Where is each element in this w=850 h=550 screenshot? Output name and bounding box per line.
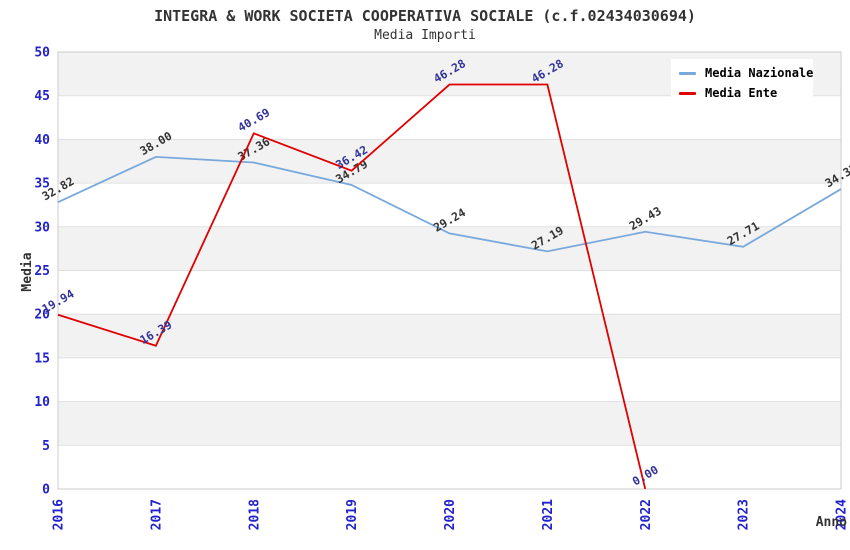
legend: Media Nazionale Media Ente	[671, 59, 813, 107]
series-line-media-nazionale	[57, 155, 842, 253]
y-tick-label: 50	[34, 46, 50, 61]
chart-title: INTEGRA & WORK SOCIETA COOPERATIVA SOCIA…	[154, 7, 696, 25]
chart-subtitle: Media Importi	[374, 28, 476, 43]
legend-label: Media Ente	[705, 86, 778, 100]
y-axis-title: Media	[20, 252, 35, 292]
y-tick-label: 35	[34, 177, 50, 192]
data-label-media-ente: 0.00	[630, 463, 661, 489]
plot-border	[57, 51, 842, 490]
legend-item-media-ente: Media Ente	[679, 86, 805, 100]
x-tick-label: 2018	[247, 499, 262, 530]
grid-band	[58, 401, 841, 446]
media-nazionale-swatch-icon	[679, 71, 696, 75]
x-tick-label: 2020	[443, 499, 458, 530]
y-tick-label: 25	[34, 264, 50, 279]
y-tick-label: 40	[34, 133, 50, 148]
x-tick-label: 2022	[639, 499, 654, 530]
x-tick-label: 2017	[149, 499, 164, 530]
x-axis-title: Anno	[815, 515, 847, 530]
y-tick-label: 15	[34, 351, 50, 366]
x-tick-label: 2023	[737, 499, 752, 530]
y-tick-label: 10	[34, 395, 50, 410]
y-tick-label: 20	[34, 308, 50, 323]
x-tick-label: 2024	[835, 499, 850, 530]
x-tick-label: 2021	[541, 499, 556, 530]
x-tick-label: 2016	[52, 499, 67, 530]
legend-item-media-nazionale: Media Nazionale	[679, 66, 813, 80]
legend-label: Media Nazionale	[705, 66, 814, 80]
data-label-media-ente: 40.69	[235, 105, 272, 134]
y-tick-label: 45	[34, 89, 50, 104]
grid-band	[58, 314, 841, 358]
media-ente-swatch-icon	[679, 91, 696, 95]
y-tick-label: 0	[42, 483, 50, 498]
grid-band	[58, 139, 841, 184]
series-line-media-ente	[57, 83, 647, 490]
y-tick-label: 30	[34, 220, 50, 235]
y-tick-label: 5	[42, 439, 50, 454]
x-tick-label: 2019	[345, 499, 360, 530]
